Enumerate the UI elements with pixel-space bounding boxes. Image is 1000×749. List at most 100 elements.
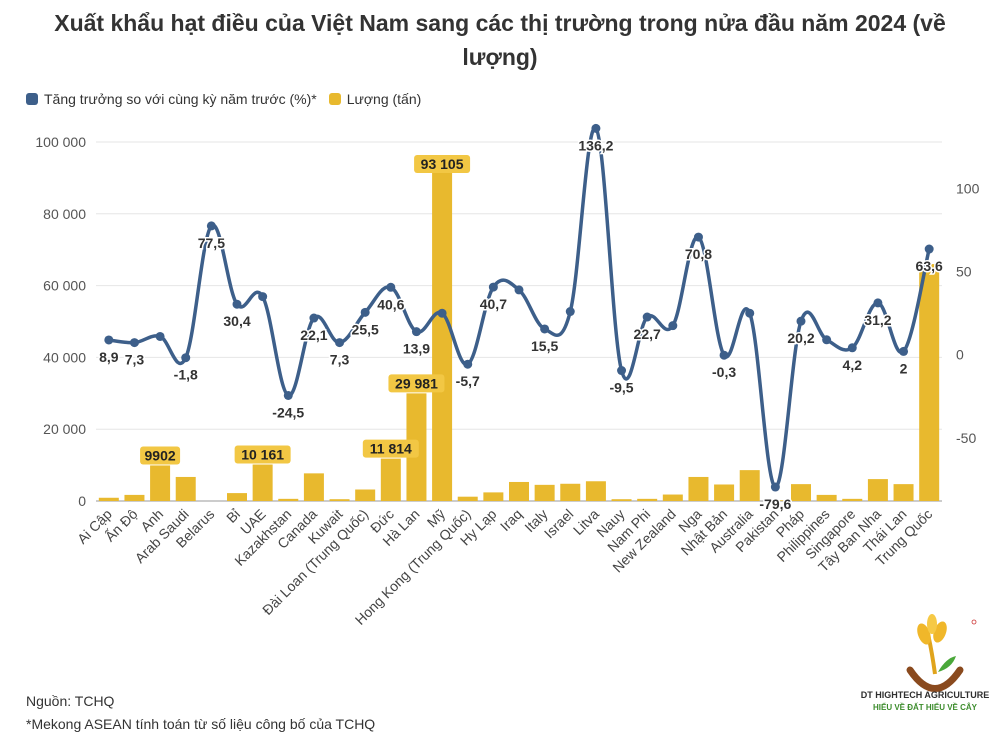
- line-data-label: 25,5: [352, 321, 379, 337]
- y-right-tick-label: 0: [956, 347, 964, 363]
- bar: [739, 470, 760, 501]
- y-right-tick-label: 50: [956, 264, 972, 280]
- line-data-label: -79,6: [759, 496, 791, 512]
- line-point: [617, 366, 627, 376]
- bar: [432, 166, 453, 501]
- bar-label-bg: [414, 155, 471, 173]
- legend-item-volume[interactable]: Lượng (tấn): [328, 91, 421, 107]
- line-point: [283, 390, 293, 400]
- bar: [714, 484, 735, 501]
- line-data-label: 63,6: [916, 258, 943, 274]
- legend-label-growth: Tăng trưởng so với cùng kỳ năm trước (%)…: [44, 91, 317, 107]
- line-data-label: 20,2: [787, 330, 814, 346]
- line-point: [206, 221, 216, 231]
- line-point: [232, 299, 242, 309]
- bar-label-bg: [388, 374, 445, 393]
- line-point: [514, 285, 524, 295]
- line-point: [899, 346, 909, 356]
- legend-swatch-growth: [26, 93, 38, 105]
- bar: [893, 484, 914, 501]
- dt-hightech-logo: [906, 614, 977, 692]
- bar: [688, 476, 709, 501]
- line-point: [360, 307, 370, 317]
- line-data-label: 15,5: [531, 338, 558, 354]
- bar: [329, 499, 350, 501]
- y-left-tick-label: 0: [78, 493, 86, 509]
- line-point: [488, 282, 498, 292]
- line-point: [258, 292, 268, 302]
- bar: [355, 489, 376, 501]
- bar: [765, 500, 786, 501]
- line-data-label: -1,8: [174, 367, 198, 383]
- y-left-tick-label: 80 000: [43, 206, 86, 222]
- x-tick-label: Israel: [541, 506, 577, 542]
- line-data-label: -9,5: [609, 380, 633, 396]
- bar: [98, 497, 119, 501]
- bar: [611, 499, 632, 501]
- line-data-label: 8,9: [99, 349, 119, 365]
- line-data-label: 22,7: [634, 326, 661, 342]
- bar: [662, 494, 683, 501]
- bar: [227, 493, 247, 501]
- bar: [483, 492, 504, 501]
- line-data-label: 40,6: [377, 296, 404, 312]
- bar: [380, 458, 401, 501]
- line-data-label: 30,4: [223, 313, 250, 329]
- line-data-label: 7,3: [330, 352, 350, 368]
- line-point: [565, 307, 575, 317]
- footnote: *Mekong ASEAN tính toán từ số liệu công …: [26, 716, 376, 732]
- legend-swatch-volume: [328, 93, 341, 105]
- line-data-label: 70,8: [685, 246, 712, 262]
- line-point: [335, 338, 345, 348]
- bar: [278, 498, 299, 501]
- bar: [252, 464, 273, 501]
- growth-line: [108, 126, 931, 489]
- bar: [816, 494, 837, 501]
- bar: [867, 479, 888, 501]
- y-left-tick-label: 40 000: [43, 349, 86, 365]
- bar: [509, 481, 529, 501]
- bar: [560, 483, 581, 501]
- line-data-label: -24,5: [272, 404, 304, 420]
- bar: [585, 481, 606, 501]
- line-point: [873, 298, 883, 308]
- logo-name: DT HIGHTECH AGRICULTURE: [860, 690, 990, 700]
- bar: [124, 494, 145, 501]
- line-point: [719, 350, 729, 360]
- bar-label-bg: [234, 445, 291, 464]
- line-data-label: 2: [900, 360, 908, 376]
- line-point: [463, 359, 473, 369]
- y-left-tick-label: 60 000: [43, 278, 86, 294]
- line-point: [540, 324, 550, 334]
- source-note: Nguồn: TCHQ: [26, 693, 115, 709]
- line-point: [770, 482, 780, 492]
- line-point: [104, 335, 114, 345]
- y-left-tick-label: 20 000: [43, 421, 86, 437]
- line-point: [847, 343, 857, 353]
- line-point: [642, 312, 652, 322]
- bar-data-label: 29 981: [395, 375, 438, 391]
- line-point: [129, 338, 139, 348]
- line-point: [181, 353, 191, 363]
- line-point: [591, 123, 601, 133]
- line-data-label: 7,3: [125, 352, 145, 368]
- bar-label-bg: [362, 439, 419, 458]
- bar: [791, 484, 811, 501]
- chart-title: Xuất khẩu hạt điều của Việt Nam sang các…: [54, 10, 946, 70]
- line-point: [693, 232, 703, 242]
- chart-legend: Tăng trưởng so với cùng kỳ năm trước (%)…: [26, 91, 433, 107]
- bar: [175, 476, 196, 501]
- y-left-tick-label: 100 000: [35, 134, 86, 150]
- line-data-label: 40,7: [480, 296, 507, 312]
- bar-label-bg: [140, 446, 181, 465]
- bar: [842, 498, 863, 501]
- line-data-label: 13,9: [403, 341, 430, 357]
- legend-item-growth[interactable]: Tăng trưởng so với cùng kỳ năm trước (%)…: [26, 91, 317, 107]
- line-point: [386, 282, 396, 292]
- line-point: [796, 316, 806, 326]
- bar: [457, 496, 478, 501]
- y-right-tick-label: -50: [956, 430, 976, 446]
- bar: [150, 465, 171, 501]
- line-point: [822, 335, 832, 345]
- bar: [637, 498, 658, 501]
